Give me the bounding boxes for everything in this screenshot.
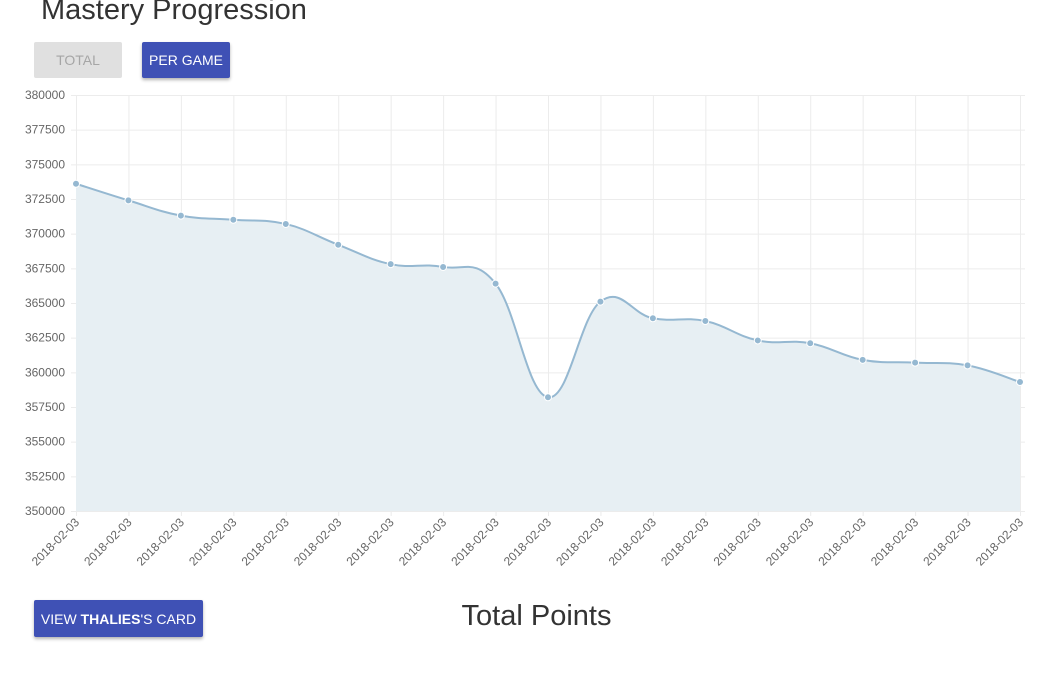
y-tick-label: 365000 [25,296,65,310]
x-tick-label: 2018-02-03 [396,515,450,569]
y-tick-label: 355000 [25,435,65,449]
x-tick-label: 2018-02-03 [606,515,660,569]
data-point[interactable] [596,297,605,306]
data-point[interactable] [648,314,657,323]
total-toggle-button[interactable]: Total [34,42,122,78]
x-tick-label: 2018-02-03 [763,515,817,569]
page-title: Mastery Progression [41,0,307,26]
x-axis-ticks: 2018-02-03 2018-02-03 2018-02-03 2018-02-03… [29,515,1027,569]
y-tick-label: 357500 [25,400,65,414]
x-tick-label: 2018-02-03 [920,515,974,569]
data-point[interactable] [386,260,395,269]
x-tick-label: 2018-02-03 [815,515,869,569]
y-axis-ticks: 380000 377500 375000 372500 370000 367500 3650… [25,88,65,518]
y-tick-label: 375000 [25,157,65,171]
data-points [72,179,1024,402]
y-tick-label: 370000 [25,227,65,241]
x-tick-label: 2018-02-03 [868,515,922,569]
data-point[interactable] [858,355,867,364]
area-fill [76,183,1020,511]
data-point[interactable] [753,336,762,345]
card-button-name: Thalies [80,610,141,627]
x-tick-label: 2018-02-03 [343,515,397,569]
data-point[interactable] [281,219,290,228]
y-tick-label: 362500 [25,331,65,345]
y-tick-label: 367500 [25,261,65,275]
data-point[interactable] [911,358,920,367]
section-title: Total Points [461,600,612,632]
x-tick-label: 2018-02-03 [553,515,607,569]
y-tick-label: 350000 [25,504,65,518]
x-tick-label: 2018-02-03 [81,515,135,569]
x-tick-label: 2018-02-03 [658,515,712,569]
x-tick-label: 2018-02-03 [134,515,188,569]
x-tick-label: 2018-02-03 [973,515,1027,569]
y-tick-label: 377500 [25,123,65,137]
mastery-line-chart: 380000 377500 375000 372500 370000 367500 3650… [25,88,1027,569]
data-point[interactable] [176,211,185,220]
data-point[interactable] [72,179,80,188]
data-point[interactable] [1016,378,1024,387]
data-point[interactable] [491,279,500,288]
data-point[interactable] [544,393,552,402]
data-point[interactable] [439,262,448,271]
data-point[interactable] [334,240,343,249]
card-button-prefix: View [40,610,81,627]
x-tick-label: 2018-02-03 [186,515,240,569]
card-button-suffix: 's card [140,610,197,627]
per-game-toggle-button[interactable]: Per game [142,42,230,78]
y-tick-label: 372500 [25,192,65,206]
y-tick-label: 352500 [25,469,65,483]
y-tick-label: 360000 [25,365,65,379]
view-card-button[interactable]: View Thalies's card [34,600,203,637]
x-tick-label: 2018-02-03 [291,515,345,569]
data-point[interactable] [229,215,238,224]
data-point[interactable] [806,339,815,348]
data-point[interactable] [701,317,710,326]
x-tick-label: 2018-02-03 [501,515,555,569]
x-tick-label: 2018-02-03 [29,515,83,569]
x-tick-label: 2018-02-03 [239,515,293,569]
x-tick-label: 2018-02-03 [448,515,502,569]
data-point[interactable] [963,361,972,370]
y-tick-label: 380000 [25,88,65,102]
x-tick-label: 2018-02-03 [711,515,765,569]
data-point[interactable] [124,196,133,205]
